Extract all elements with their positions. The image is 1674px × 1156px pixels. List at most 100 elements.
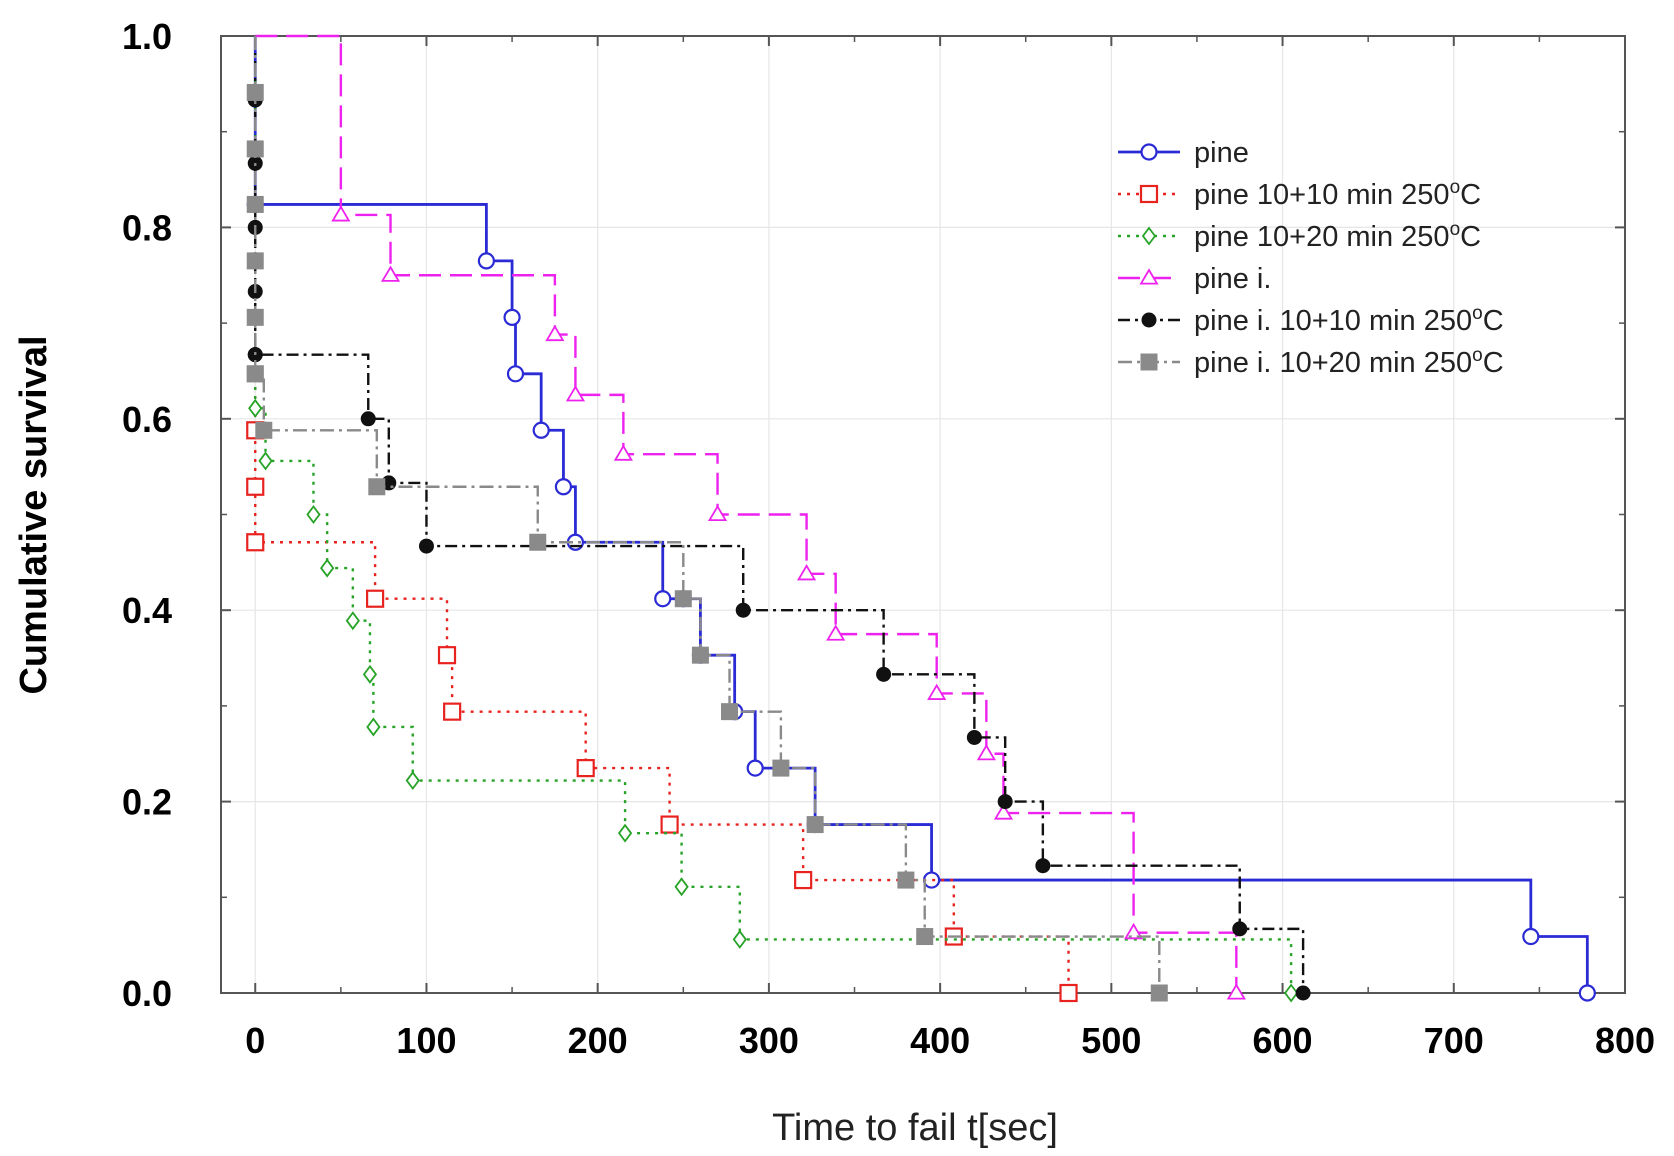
legend-swatch-marker <box>1141 312 1157 328</box>
legend-item-1: pine <box>1118 137 1249 169</box>
data-point <box>545 324 565 342</box>
data-point <box>1283 983 1299 1003</box>
data-point <box>796 564 817 581</box>
data-point <box>927 683 947 700</box>
data-point <box>876 666 892 682</box>
data-point <box>707 504 728 521</box>
legend-swatch-marker <box>1140 143 1158 161</box>
legend-label: pine i. 10+10 min 250oC <box>1194 303 1504 337</box>
x-tick-label: 100 <box>396 1020 456 1061</box>
y-axis-label: Cumulative survival <box>13 335 55 694</box>
data-point <box>246 83 264 101</box>
data-point <box>331 205 351 222</box>
data-point <box>532 421 550 439</box>
series-3 <box>248 36 1299 1003</box>
data-point <box>617 823 633 843</box>
data-point <box>405 771 420 791</box>
data-point <box>506 365 525 383</box>
data-point <box>966 729 982 745</box>
data-point <box>380 265 401 282</box>
x-tick-label: 500 <box>1081 1020 1141 1061</box>
data-point <box>674 590 692 608</box>
data-point <box>246 477 265 496</box>
data-point <box>477 252 495 270</box>
legend-item-5: pine i. 10+10 min 250oC <box>1118 303 1504 337</box>
data-point <box>1578 984 1596 1002</box>
data-point <box>255 421 273 439</box>
data-point <box>721 703 739 721</box>
legend-item-6: pine i. 10+20 min 250oC <box>1118 345 1504 379</box>
data-point <box>554 478 573 496</box>
data-point <box>746 759 764 777</box>
series-line <box>254 36 1305 993</box>
series-layer <box>246 34 1596 1003</box>
data-point <box>1059 983 1078 1003</box>
data-point <box>922 871 941 889</box>
data-point <box>1035 858 1051 874</box>
data-point <box>418 538 434 554</box>
x-tick-label: 200 <box>568 1020 628 1061</box>
data-point <box>976 743 996 761</box>
data-point <box>246 365 264 383</box>
data-point <box>360 411 376 427</box>
x-tick-label: 800 <box>1595 1020 1655 1061</box>
data-point <box>246 308 264 326</box>
y-tick-label: 0.8 <box>122 207 172 248</box>
data-point <box>368 478 386 496</box>
data-point <box>366 717 381 737</box>
series-line <box>255 34 1238 993</box>
data-point <box>437 646 457 665</box>
y-tick-label: 0.6 <box>122 399 172 440</box>
legend-label: pine 10+10 min 250oC <box>1194 177 1481 211</box>
x-tick-label: 300 <box>739 1020 799 1061</box>
data-point <box>772 759 790 777</box>
y-tick-label: 0.0 <box>122 973 172 1014</box>
data-point <box>1232 921 1248 937</box>
data-point <box>997 794 1013 810</box>
data-point <box>654 590 672 608</box>
x-tick-label: 400 <box>910 1020 970 1061</box>
y-axis: 0.0 0.2 0.4 0.6 0.8 1.0 <box>122 16 1625 1014</box>
legend-label: pine i. 10+20 min 250oC <box>1194 345 1504 379</box>
legend-item-4: pine i. <box>1118 263 1271 295</box>
data-point <box>691 646 709 664</box>
data-point <box>735 602 751 618</box>
legend-item-2: pine 10+10 min 250oC <box>1118 177 1481 211</box>
legend-label: pine i. <box>1194 263 1271 295</box>
legend-item-3: pine 10+20 min 250oC <box>1118 219 1481 253</box>
data-point <box>674 877 689 897</box>
x-tick-label: 600 <box>1253 1020 1313 1061</box>
legend-label: pine 10+20 min 250oC <box>1194 219 1481 253</box>
x-tick-label: 0 <box>245 1020 265 1061</box>
data-point <box>1124 922 1144 940</box>
data-point <box>306 505 321 524</box>
series-2 <box>246 36 1078 1003</box>
series-line <box>254 36 1161 993</box>
y-tick-label: 1.0 <box>122 16 172 57</box>
legend-swatch-marker <box>1139 184 1159 204</box>
data-point <box>916 928 934 946</box>
data-point <box>1226 983 1246 1000</box>
series-6 <box>246 36 1168 1002</box>
data-point <box>529 533 547 551</box>
data-point <box>362 664 378 684</box>
data-point <box>1522 927 1540 946</box>
legend-swatch-marker <box>1141 226 1157 246</box>
data-point <box>1295 985 1311 1001</box>
x-axis-label: Time to fail t[sec] <box>772 1107 1058 1149</box>
data-point <box>365 589 385 608</box>
series-4 <box>255 34 1246 1000</box>
legend-label: pine <box>1194 137 1249 169</box>
data-point <box>246 140 264 158</box>
data-point <box>246 195 264 213</box>
y-tick-label: 0.4 <box>122 590 172 631</box>
data-point <box>897 871 915 889</box>
data-point <box>565 385 585 402</box>
data-point <box>993 803 1014 820</box>
data-point <box>246 252 264 270</box>
data-point <box>576 759 595 778</box>
x-axis: 0 100 200 300 400 500 600 700 800 <box>245 36 1655 1061</box>
data-point <box>1150 984 1168 1002</box>
